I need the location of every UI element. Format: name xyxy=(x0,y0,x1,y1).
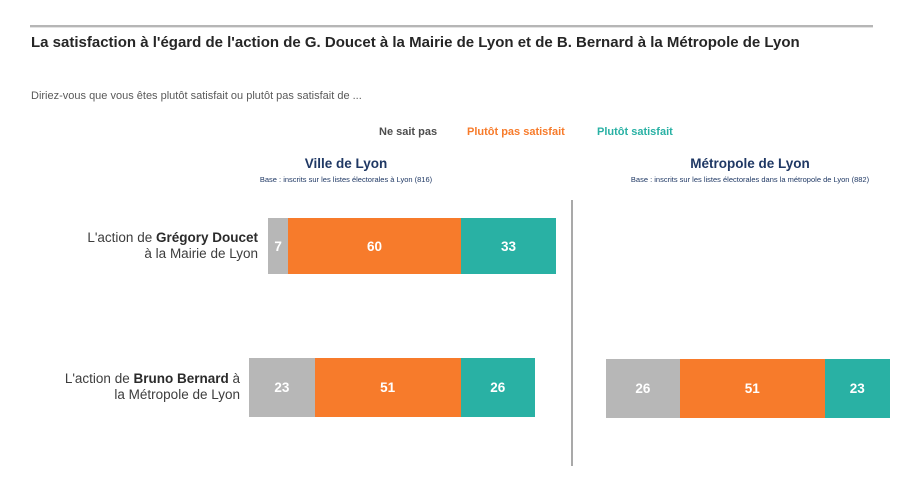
row-label-line2: à la Mairie de Lyon xyxy=(144,246,258,262)
bar-segment-plutot-satisfait: 33 xyxy=(460,218,556,274)
stacked-bar-bernard-ville: 23 51 26 xyxy=(249,358,535,417)
bar-segment-plutot-satisfait: 26 xyxy=(460,358,535,417)
bar-value-label: 26 xyxy=(490,380,506,395)
bar-segment-plutot-pas-satisfait: 51 xyxy=(679,359,825,418)
stacked-bar-doucet-ville: 7 60 33 xyxy=(268,218,556,274)
bar-value-label: 51 xyxy=(744,381,760,396)
legend-item-plutot-satisfait: Plutôt satisfait xyxy=(597,126,673,138)
bar-value-label: 23 xyxy=(274,380,290,395)
top-divider-line xyxy=(30,25,873,28)
column-header-metropole: Métropole de Lyon Base : inscrits sur le… xyxy=(600,156,900,184)
bar-value-label: 26 xyxy=(635,381,651,396)
column-base-ville: Base : inscrits sur les listes électoral… xyxy=(259,175,433,184)
bar-value-label: 33 xyxy=(500,238,516,254)
column-base-metropole: Base : inscrits sur les listes électoral… xyxy=(630,175,870,184)
bar-value-label: 51 xyxy=(380,380,396,395)
bar-segment-ne-sait-pas: 23 xyxy=(249,358,315,417)
row-label-line2: la Métropole de Lyon xyxy=(114,387,240,403)
row-label-name: Grégory Doucet xyxy=(155,230,258,245)
column-divider-line xyxy=(571,200,573,466)
legend-item-plutot-pas-satisfait: Plutôt pas satisfait xyxy=(467,126,565,138)
bar-value-label: 23 xyxy=(849,381,865,396)
column-title-metropole: Métropole de Lyon xyxy=(690,156,810,171)
bar-segment-ne-sait-pas: 7 xyxy=(268,218,289,274)
bar-value-label: 60 xyxy=(367,238,383,254)
row-label-name: Bruno Bernard xyxy=(133,371,229,386)
bar-segment-plutot-pas-satisfait: 51 xyxy=(314,358,461,417)
bar-value-label: 7 xyxy=(274,238,282,254)
row-label-bernard: L'action de Bruno Bernard à la Métropole… xyxy=(64,371,240,403)
bar-segment-ne-sait-pas: 26 xyxy=(606,359,680,418)
legend-item-ne-sait-pas: Ne sait pas xyxy=(379,126,438,138)
row-label-text: L'action de xyxy=(87,230,156,245)
row-label-doucet: L'action de Grégory Doucet à la Mairie d… xyxy=(0,230,258,262)
bar-segment-plutot-pas-satisfait: 60 xyxy=(288,218,461,274)
page-title: La satisfaction à l'égard de l'action de… xyxy=(31,34,800,51)
question-text: Diriez-vous que vous êtes plutôt satisfa… xyxy=(31,90,362,102)
column-title-ville: Ville de Lyon xyxy=(304,156,388,171)
bar-segment-plutot-satisfait: 23 xyxy=(824,359,890,418)
stacked-bar-bernard-metropole: 26 51 23 xyxy=(606,359,890,418)
column-header-ville: Ville de Lyon Base : inscrits sur les li… xyxy=(250,156,442,184)
row-label-text: L'action de xyxy=(64,371,134,386)
